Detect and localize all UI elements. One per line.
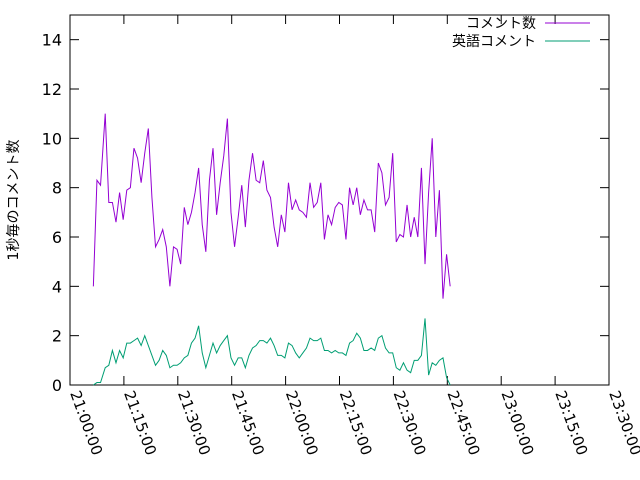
y-tick-label: 8 bbox=[52, 179, 62, 198]
x-tick-label: 21:00:00 bbox=[66, 388, 106, 457]
legend-label-comments: コメント数 bbox=[466, 16, 536, 32]
x-tick-label: 22:15:00 bbox=[336, 388, 376, 457]
legend: コメント数 英語コメント bbox=[452, 16, 590, 50]
english-comments-line bbox=[93, 318, 451, 386]
x-tick-label: 21:45:00 bbox=[228, 388, 268, 457]
y-tick-label: 4 bbox=[52, 277, 62, 296]
y-tick-label: 12 bbox=[42, 80, 62, 99]
plot-frame bbox=[69, 14, 610, 386]
plot-border bbox=[69, 14, 610, 386]
legend-label-english-comments: 英語コメント bbox=[452, 33, 536, 50]
series-layer bbox=[92, 113, 451, 386]
y-tick-label: 10 bbox=[42, 129, 62, 148]
x-tick-label: 22:00:00 bbox=[282, 388, 322, 457]
y-tick-label: 6 bbox=[52, 228, 62, 247]
x-tick-label: 21:15:00 bbox=[120, 388, 160, 457]
y-axis-ticks: 0 2 4 6 8 10 12 14 bbox=[42, 31, 609, 395]
x-tick-label: 22:45:00 bbox=[444, 388, 484, 457]
y-tick-label: 14 bbox=[42, 31, 62, 50]
y-tick-label: 2 bbox=[52, 327, 62, 346]
y-axis-label: 1秒毎のコメント数 bbox=[6, 140, 22, 261]
x-tick-label: 21:30:00 bbox=[174, 388, 214, 457]
x-tick-label: 23:15:00 bbox=[551, 388, 591, 457]
y-tick-label: 0 bbox=[52, 376, 62, 395]
x-axis-ticks: 21:00:00 21:15:00 21:30:00 21:45:00 22:00:00… bbox=[66, 15, 640, 458]
x-tick-label: 22:30:00 bbox=[390, 388, 430, 457]
x-tick-label: 23:00:00 bbox=[497, 388, 537, 457]
comments-line bbox=[92, 113, 451, 299]
x-tick-label: 23:30:00 bbox=[605, 388, 640, 457]
